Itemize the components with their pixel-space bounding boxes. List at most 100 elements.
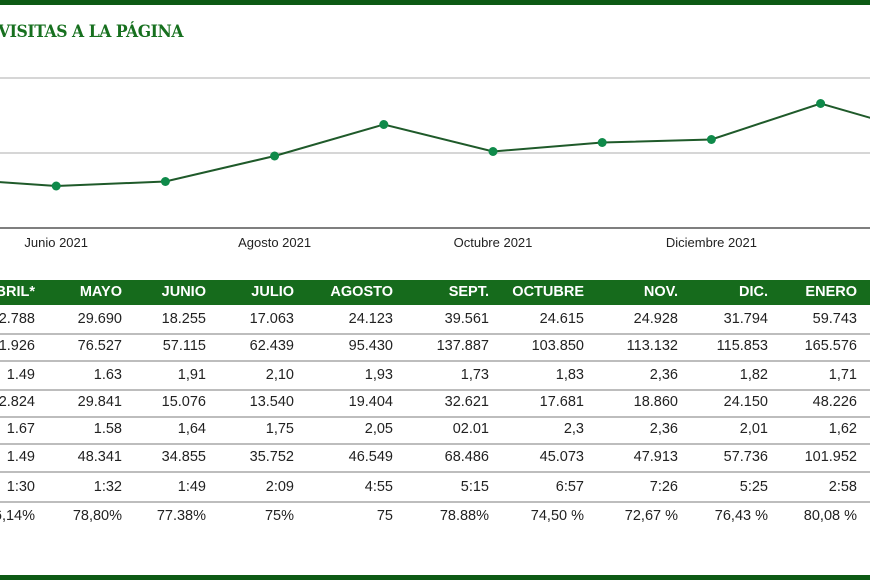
row-divider (0, 501, 870, 503)
table-cell: 78,80% (72, 508, 122, 524)
line-chart: Junio 2021 Agosto 2021 Octubre 2021 Diciemb… (0, 77, 870, 250)
table-cell: 29.841 (77, 394, 122, 410)
column-header: SEPT. (448, 284, 489, 300)
table-cell: 137.887 (436, 338, 489, 354)
table-cell: 1:30 (6, 479, 35, 495)
table-cell: 7:26 (649, 479, 678, 495)
table-cell: 1,71 (828, 367, 857, 383)
table-cell: 1,93 (364, 367, 393, 383)
table-cell: 17.063 (249, 311, 294, 327)
table-cell: 24.123 (348, 311, 393, 327)
column-header: JUNIO (161, 284, 206, 300)
table-cell: 68.486 (444, 449, 489, 465)
table-cell: 2.824 (0, 394, 35, 410)
table-cell: 19.404 (348, 394, 393, 410)
table-cell: 77.38% (156, 508, 206, 524)
row-divider (0, 443, 870, 445)
table-cell: 95.430 (348, 338, 393, 354)
table-cell: 1,64 (177, 421, 206, 437)
table-cell: 4:55 (364, 479, 393, 495)
column-header: ENERO (805, 284, 857, 300)
data-point-7 (597, 138, 607, 147)
table-cell: 15.076 (161, 394, 206, 410)
x-tick-label: Octubre 2021 (454, 235, 533, 250)
table-cell: 5:15 (460, 479, 489, 495)
table-cell: 1,62 (828, 421, 857, 437)
table-cell: 1.58 (93, 421, 122, 437)
table-cell: 59.743 (812, 311, 857, 327)
table-cell: 74,50 % (530, 508, 584, 524)
table-cell: 02.01 (452, 421, 489, 437)
table-cell: 76.527 (77, 338, 122, 354)
data-point-8 (706, 135, 716, 144)
table-cell: 1,91 (177, 367, 206, 383)
table-cell: 18.860 (633, 394, 678, 410)
table-cell: 18.255 (161, 311, 206, 327)
x-tick-label: Diciembre 2021 (666, 235, 757, 250)
row-divider (0, 471, 870, 473)
table-cell: 6:57 (555, 479, 584, 495)
data-point-5 (379, 120, 389, 129)
row-divider (0, 416, 870, 418)
table-cell: 2,10 (265, 367, 294, 383)
chart-title: VISITAS A LA PÁGINA (0, 22, 184, 42)
table-cell: 13.540 (249, 394, 294, 410)
bottom-border (0, 575, 870, 580)
table-cell: 1:32 (93, 479, 122, 495)
table-cell: 1.67 (6, 421, 35, 437)
data-point-3 (160, 177, 170, 186)
table-cell: 115.853 (716, 338, 768, 354)
table-cell: 2,01 (739, 421, 768, 437)
x-tick-label: Junio 2021 (24, 235, 88, 250)
column-header: MAYO (79, 284, 122, 300)
column-header: JULIO (251, 284, 294, 300)
table-cell: 1,83 (555, 367, 584, 383)
column-header: OCTUBRE (512, 284, 584, 300)
table-cell: 47.913 (633, 449, 678, 465)
table-cell: 1,73 (460, 367, 489, 383)
table-cell: 1,75 (265, 421, 294, 437)
table-cell: 80,08 % (803, 508, 857, 524)
table-cell: 6,14% (0, 508, 35, 524)
table-cell: 62.439 (249, 338, 294, 354)
data-point-4 (270, 151, 280, 161)
data-point-2 (51, 181, 61, 191)
table-cell: 2.788 (0, 311, 35, 327)
table-cell: 2,05 (364, 421, 393, 437)
table-cell: 5:25 (739, 479, 768, 495)
table-cell: 39.561 (444, 311, 489, 327)
table-cell: 103.850 (531, 338, 584, 354)
table-cell: 2,3 (563, 421, 584, 437)
table-cell: 72,67 % (624, 508, 678, 524)
table-cell: 35.752 (249, 449, 294, 465)
table-cell: 29.690 (77, 311, 122, 327)
table-cell: 1,82 (739, 367, 768, 383)
table-cell: 1.926 (0, 338, 35, 354)
table-cell: 32.621 (444, 394, 489, 410)
table-cell: 2,36 (649, 367, 678, 383)
table-cell: 165.576 (804, 338, 857, 354)
table-cell: 46.549 (348, 449, 393, 465)
table-cell: 17.681 (539, 394, 584, 410)
table-header-row (0, 280, 870, 305)
table-cell: 31.794 (723, 311, 768, 327)
series-line (0, 102, 870, 188)
column-header: BRIL* (0, 284, 35, 300)
table-cell: 48.226 (812, 394, 857, 410)
table-cell: 24.615 (539, 311, 584, 327)
table-cell: 75% (264, 508, 294, 524)
table-cell: 45.073 (539, 449, 584, 465)
data-point-9 (816, 99, 826, 108)
table-cell: 2:09 (265, 479, 294, 495)
table-cell: 24.928 (633, 311, 678, 327)
table-cell: 78.88% (439, 508, 489, 524)
row-divider (0, 389, 870, 391)
row-divider (0, 360, 870, 362)
x-tick-label: Agosto 2021 (238, 235, 311, 250)
top-border (0, 0, 870, 5)
table-cell: 34.855 (161, 449, 206, 465)
table-cell: 101.952 (804, 449, 857, 465)
table-cell: 1:49 (177, 479, 206, 495)
table-cell: 2:58 (828, 479, 857, 495)
table-cell: 1.49 (6, 449, 35, 465)
